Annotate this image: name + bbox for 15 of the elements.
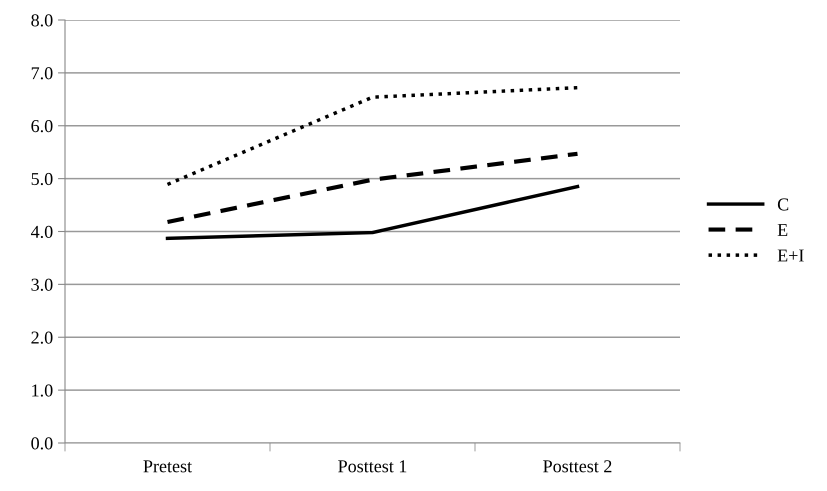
y-tick-label: 1.0 xyxy=(32,384,53,397)
y-tick-label: 0.0 xyxy=(31,437,53,450)
y-tick-label: 3.0 xyxy=(31,278,53,291)
x-tick-label: Posttest 1 xyxy=(338,460,406,472)
y-tick-label: 7.0 xyxy=(32,67,53,80)
y-tick-label: 4.0 xyxy=(30,226,53,238)
y-tick-label: 2.0 xyxy=(31,332,53,344)
x-tick-label: Pretest xyxy=(143,460,192,472)
legend-label: C xyxy=(778,198,788,211)
y-tick-label: 8.0 xyxy=(31,14,53,27)
legend-label: E xyxy=(778,224,788,236)
x-tick-label: Posttest 2 xyxy=(543,460,612,472)
legend-label: E+I xyxy=(778,250,804,262)
y-tick-label: 5.0 xyxy=(32,172,53,186)
y-tick-label: 6.0 xyxy=(31,120,53,132)
